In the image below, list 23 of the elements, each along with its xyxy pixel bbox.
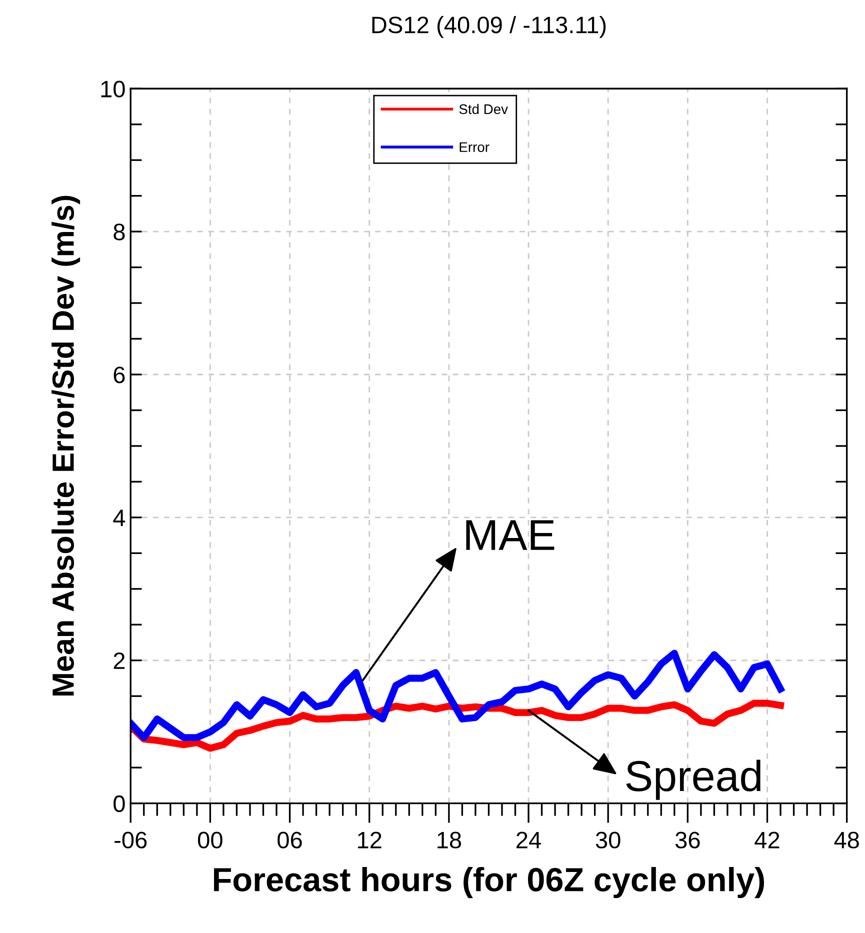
x-tick-label: 42 — [754, 832, 780, 848]
y-tick-label: 8 — [114, 224, 125, 240]
x-tick-label: 48 — [834, 832, 859, 848]
x-tick-label: 30 — [596, 832, 620, 848]
y-tick-label: 10 — [101, 80, 125, 98]
chart-title: DS12 (40.09 / -113.11) — [372, 16, 606, 38]
legend-label: Std Dev — [459, 104, 508, 114]
annotation: Spread — [626, 760, 760, 800]
x-tick-label: 00 — [198, 832, 222, 848]
x-tick-label: -06 — [114, 832, 147, 848]
y-tick-label: 0 — [114, 795, 125, 812]
y-axis-title: Mean Absolute Error/Std Dev (m/s) — [52, 196, 80, 696]
legend-label: Error — [460, 142, 490, 152]
y-tick-label: 6 — [114, 366, 125, 384]
x-tick-label: 12 — [358, 832, 382, 848]
x-tick-label: 18 — [438, 832, 462, 848]
x-tick-label: 06 — [278, 832, 302, 848]
x-tick-label: 36 — [675, 832, 700, 848]
y-tick-label: 4 — [113, 510, 126, 526]
y-tick-label: 2 — [114, 652, 125, 669]
annotation: MAE — [466, 520, 554, 550]
x-tick-label: 24 — [516, 832, 541, 848]
x-axis-title: Forecast hours (for 06Z cycle only) — [214, 866, 764, 898]
